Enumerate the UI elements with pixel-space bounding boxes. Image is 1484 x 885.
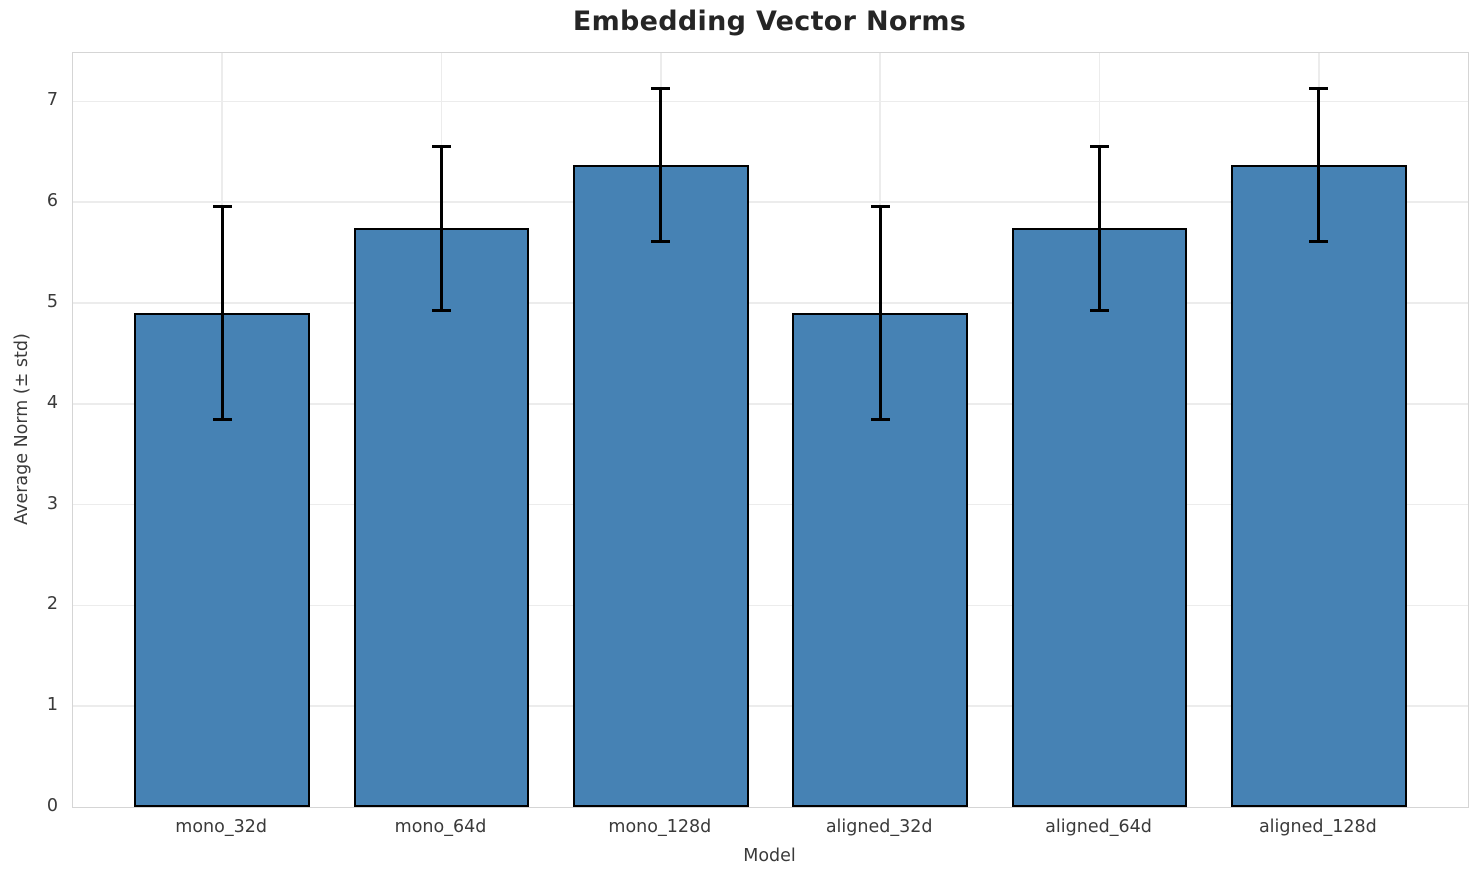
x-tick-label: mono_64d	[394, 817, 487, 837]
horizontal-gridline	[73, 403, 1468, 405]
y-tick-label: 4	[46, 392, 58, 413]
error-cap-bottom-aligned_128d	[1309, 240, 1329, 243]
bar-aligned_128d	[1231, 164, 1407, 807]
x-tick-label: mono_32d	[175, 817, 267, 837]
x-tick-label: aligned_64d	[1045, 817, 1152, 837]
bar-aligned_64d	[1011, 228, 1188, 807]
plot-area	[72, 52, 1469, 808]
error-bar-aligned_64d	[1098, 146, 1101, 311]
error-bar-aligned_32d	[878, 206, 882, 420]
error-cap-top-mono_64d	[431, 145, 451, 149]
horizontal-gridline	[73, 100, 1468, 103]
error-cap-bottom-mono_128d	[651, 240, 671, 243]
error-cap-bottom-mono_64d	[431, 308, 451, 312]
y-tick-label: 0	[46, 796, 58, 816]
y-tick-label: 5	[46, 291, 58, 312]
x-axis-label: Model	[743, 846, 796, 866]
x-tick-label: aligned_128d	[1258, 817, 1377, 837]
error-bar-mono_32d	[220, 206, 224, 420]
error-bar-mono_128d	[659, 88, 663, 242]
horizontal-gridline	[73, 705, 1468, 707]
error-cap-top-mono_32d	[212, 204, 232, 208]
y-axis-label: Average Norm (± std)	[12, 333, 32, 525]
horizontal-gridline	[73, 604, 1468, 607]
y-tick-label: 7	[46, 90, 58, 111]
x-tick-label: aligned_32d	[825, 817, 933, 837]
chart-title: Embedding Vector Norms	[572, 6, 967, 37]
y-tick-label: 2	[46, 594, 58, 615]
error-cap-bottom-mono_32d	[212, 418, 232, 422]
error-cap-top-aligned_32d	[870, 204, 890, 208]
error-cap-top-aligned_64d	[1090, 145, 1109, 149]
horizontal-gridline	[73, 201, 1468, 203]
bar-mono_64d	[353, 228, 530, 807]
error-cap-bottom-aligned_64d	[1090, 308, 1109, 312]
error-cap-top-aligned_128d	[1309, 86, 1329, 90]
error-cap-bottom-aligned_32d	[870, 418, 890, 422]
y-tick-label: 3	[46, 493, 58, 514]
y-tick-label: 1	[46, 695, 58, 716]
x-tick-label: mono_128d	[608, 817, 712, 837]
error-bar-mono_64d	[439, 146, 443, 311]
error-bar-aligned_128d	[1317, 88, 1321, 242]
horizontal-gridline	[73, 302, 1468, 304]
bar-mono_128d	[573, 164, 749, 807]
error-cap-top-mono_128d	[651, 86, 671, 90]
horizontal-gridline	[73, 503, 1468, 506]
y-tick-label: 6	[46, 191, 58, 212]
